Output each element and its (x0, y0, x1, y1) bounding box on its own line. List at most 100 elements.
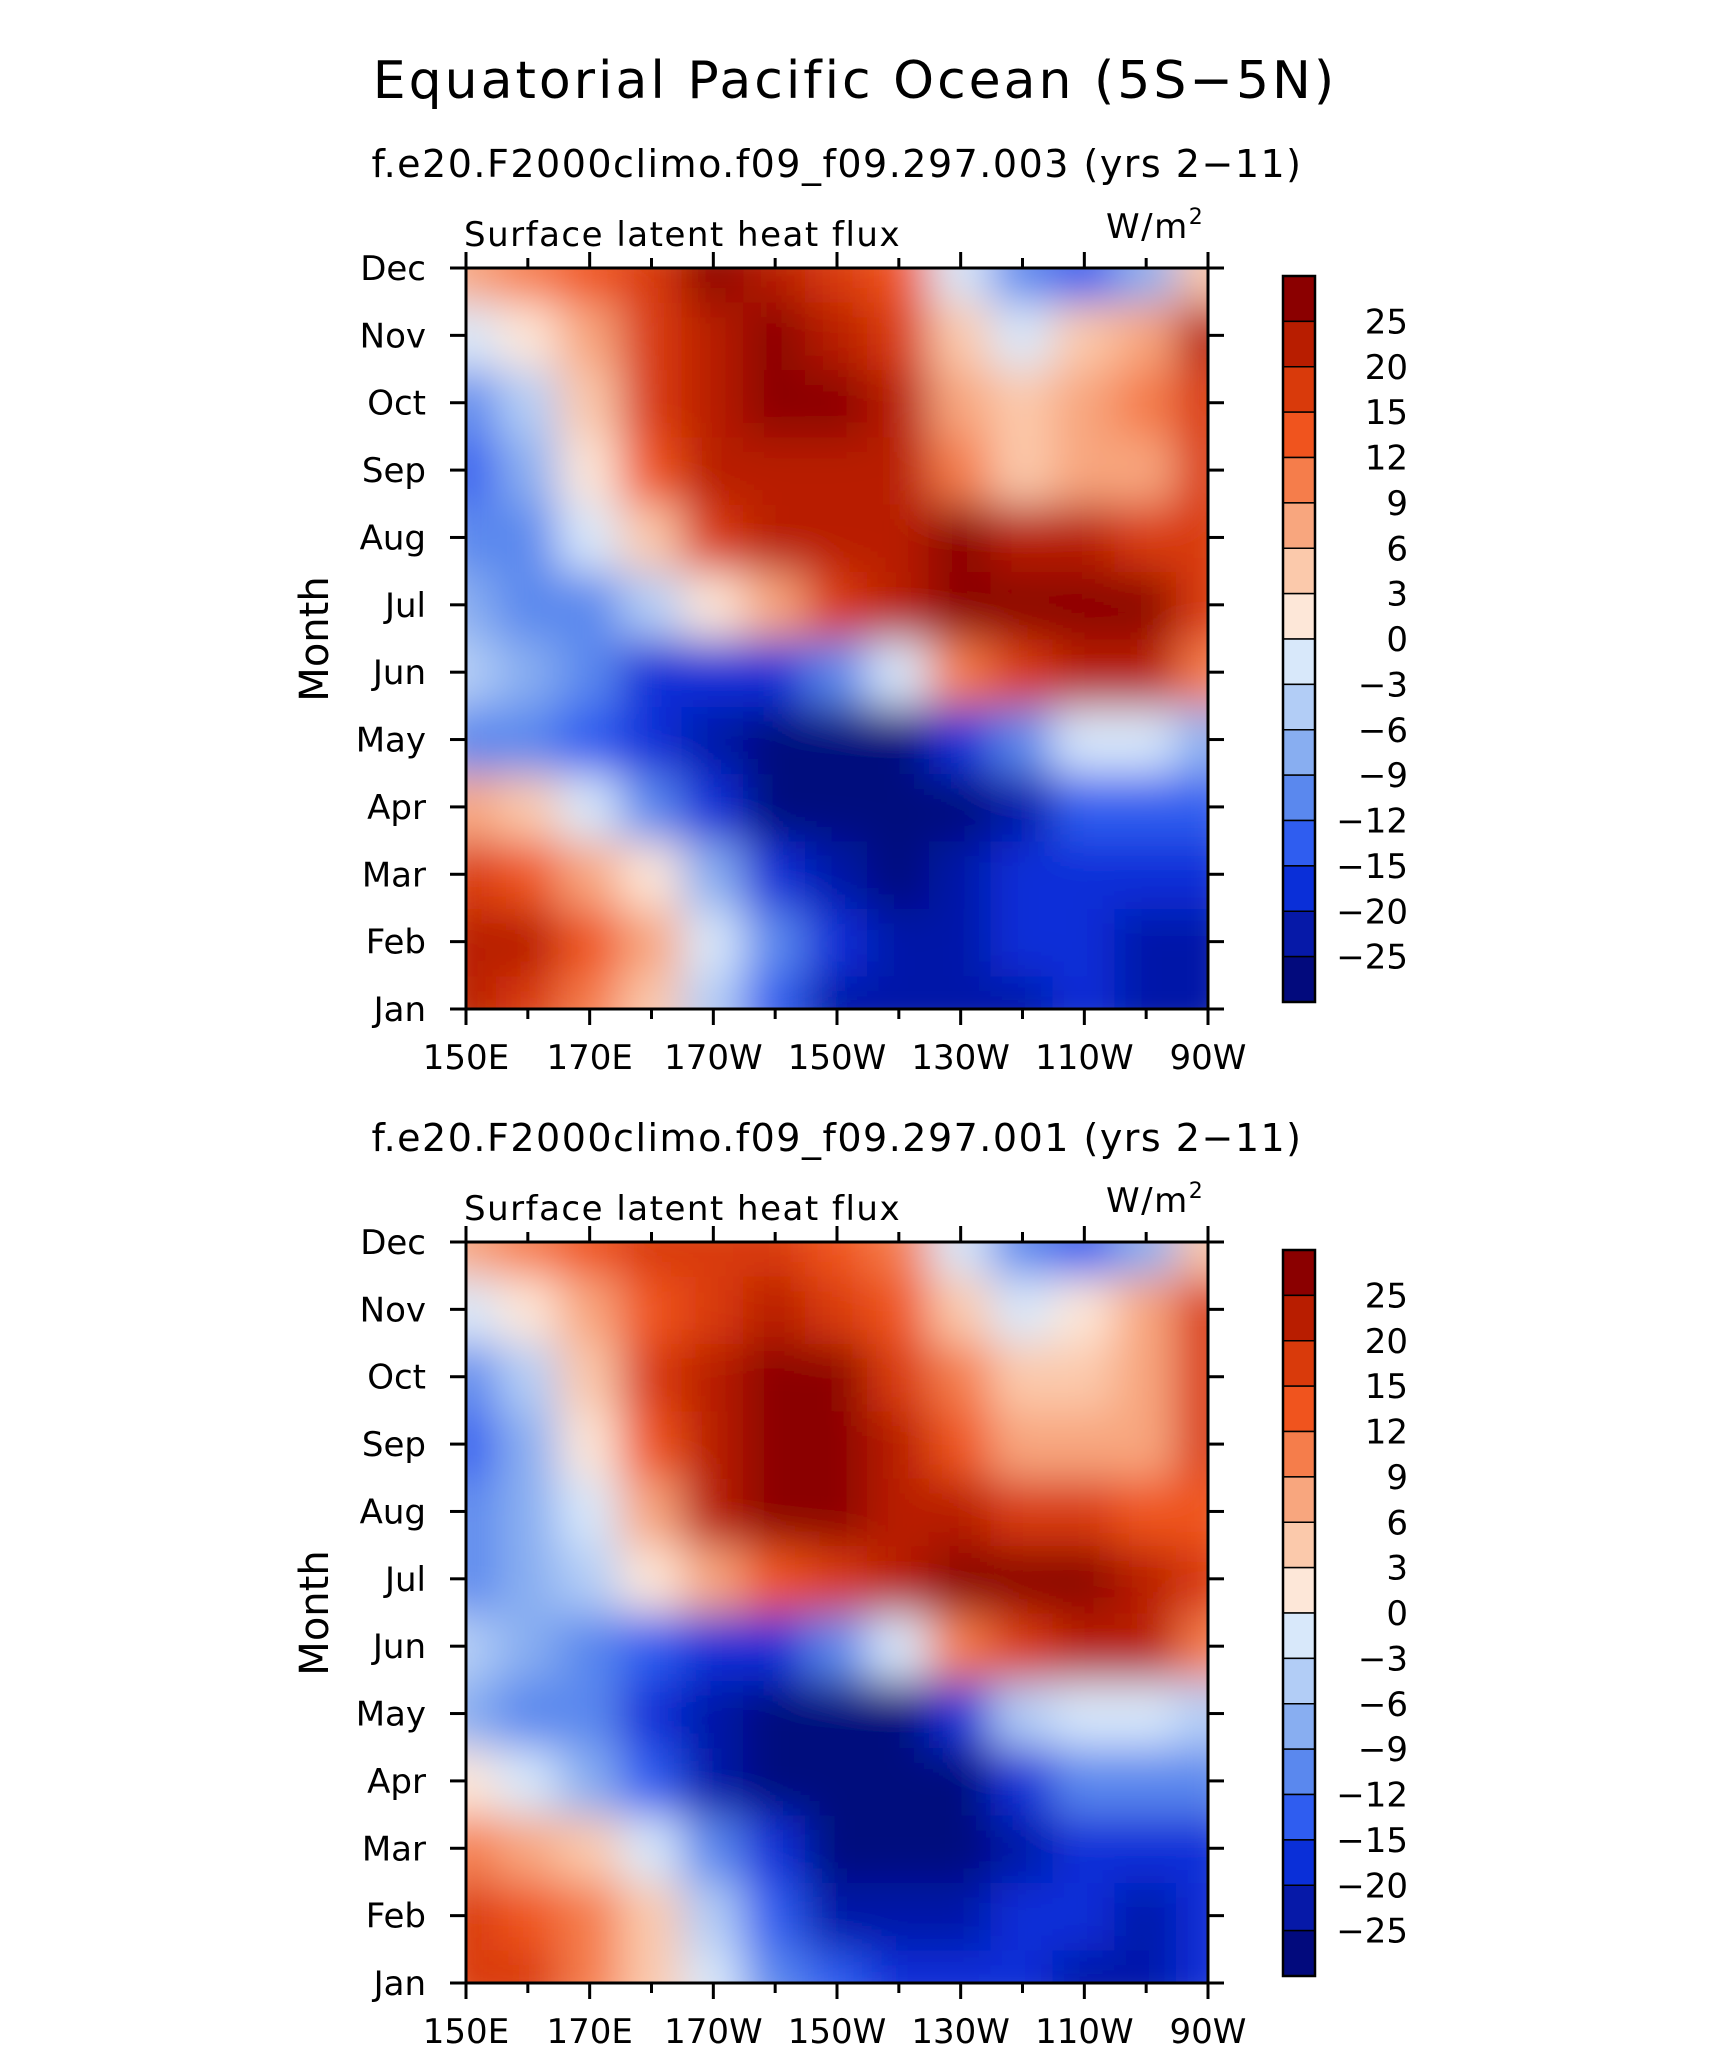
heat-cell (743, 300, 808, 371)
heat-cell (1052, 1242, 1117, 1277)
heat-cell (743, 1880, 808, 1951)
heat-cell (928, 570, 993, 640)
heat-cell (1176, 1813, 1208, 1883)
heat-cell (619, 368, 684, 438)
heat-cell (743, 1813, 808, 1883)
heat-cell (743, 435, 808, 505)
heat-cell (466, 570, 498, 640)
heat-cell (805, 637, 869, 707)
heat-cell (495, 1342, 560, 1412)
colorbar-label: −25 (1336, 1912, 1408, 1952)
heat-cell (1052, 1948, 1117, 1983)
heat-cell (619, 570, 684, 640)
heat-cell (557, 1274, 622, 1345)
heat-cell (619, 1813, 684, 1883)
heat-cell (1052, 1342, 1117, 1412)
heat-cell (928, 1678, 993, 1749)
heat-cell (466, 1274, 498, 1345)
x-tick-label: 150W (788, 1038, 887, 1078)
colorbar-box (1282, 1657, 1316, 1705)
heat-cell (681, 704, 746, 775)
heat-cell (866, 1409, 931, 1479)
heat-cell (1176, 839, 1208, 909)
panel-top-colorbar: 25 20 15 12 9 6 3 0 −3 −6 −9 −12 −15 −20 −25 (1281, 274, 1408, 1004)
heat-cell (1114, 1476, 1179, 1547)
y-tick-label: Oct (367, 1358, 426, 1398)
heat-cell (1176, 1880, 1208, 1951)
heat-cell (1052, 368, 1117, 438)
heat-cell (466, 1342, 498, 1412)
heat-cell (466, 637, 498, 707)
heat-cell (557, 300, 622, 371)
heat-cell (1052, 502, 1117, 573)
heat-cell (681, 1544, 746, 1614)
colorbar-box (1282, 1340, 1316, 1387)
heat-cell (557, 570, 622, 640)
panel-top-axes: Jan Feb Mar Apr May Jun Jul Aug Sep Oct Nov Dec 150E… (356, 249, 1247, 1078)
heat-cell (805, 502, 869, 573)
heat-cell (928, 1476, 993, 1547)
heat-cell (557, 704, 622, 775)
heat-cell (1114, 772, 1179, 842)
heat-cell (1114, 570, 1179, 640)
heat-cell (681, 435, 746, 505)
y-tick-label: May (356, 1695, 426, 1735)
heat-cell (866, 704, 931, 775)
heat-cell (990, 570, 1055, 640)
heat-cell (1114, 435, 1179, 505)
heat-cell (743, 268, 808, 303)
heat-cell (928, 368, 993, 438)
panel-top-contour-field (466, 268, 1208, 1009)
heat-cell (495, 1544, 560, 1614)
heat-cell (619, 906, 684, 977)
heat-cell (990, 1948, 1055, 1983)
y-tick-label: Nov (360, 316, 426, 356)
panel-top-y-axis-label: Month (292, 576, 338, 701)
heat-cell (619, 1678, 684, 1749)
x-tick-label: 170E (546, 2012, 632, 2052)
heat-cell (1052, 1274, 1117, 1345)
heat-cell (805, 1342, 869, 1412)
heat-cell (743, 368, 808, 438)
heat-cell (681, 1948, 746, 1983)
y-tick-label: Feb (366, 1897, 426, 1937)
heat-cell (1114, 1611, 1179, 1681)
heat-cell (619, 1476, 684, 1547)
x-tick-label: 90W (1170, 1038, 1247, 1078)
heat-cell (495, 570, 560, 640)
heat-cell (681, 1746, 746, 1816)
colorbar-box (1282, 547, 1316, 595)
heat-cell (866, 1880, 931, 1951)
y-tick-label: Sep (362, 1425, 426, 1465)
heat-cell (1052, 1813, 1117, 1883)
heat-cell (681, 570, 746, 640)
heat-cell (466, 906, 498, 977)
heat-cell (928, 839, 993, 909)
heat-cell (619, 268, 684, 303)
x-tick-label: 150E (423, 1038, 509, 1078)
colorbar-box (1282, 1249, 1316, 1297)
heat-cell (928, 1544, 993, 1614)
heat-cell (990, 1242, 1055, 1277)
x-tick-label: 90W (1170, 2012, 1247, 2052)
heat-cell (495, 1746, 560, 1816)
heat-cell (619, 1544, 684, 1614)
heat-cell (805, 704, 869, 775)
colorbar-box (1282, 456, 1316, 504)
heat-cell (681, 839, 746, 909)
heat-cell (866, 839, 931, 909)
heat-cell (466, 1813, 498, 1883)
heat-cell (928, 704, 993, 775)
heat-cell (1176, 268, 1208, 303)
heat-cell (805, 570, 869, 640)
heat-cell (619, 974, 684, 1009)
colorbar-box (1282, 1612, 1316, 1660)
heat-cell (743, 974, 808, 1009)
heat-cell (1114, 704, 1179, 775)
panel-top-units-label: W/m2 (1106, 205, 1204, 247)
heat-cell (557, 1544, 622, 1614)
heat-cell (990, 1476, 1055, 1547)
heat-cell (681, 637, 746, 707)
heat-cell (495, 1409, 560, 1479)
heat-cell (619, 1242, 684, 1277)
